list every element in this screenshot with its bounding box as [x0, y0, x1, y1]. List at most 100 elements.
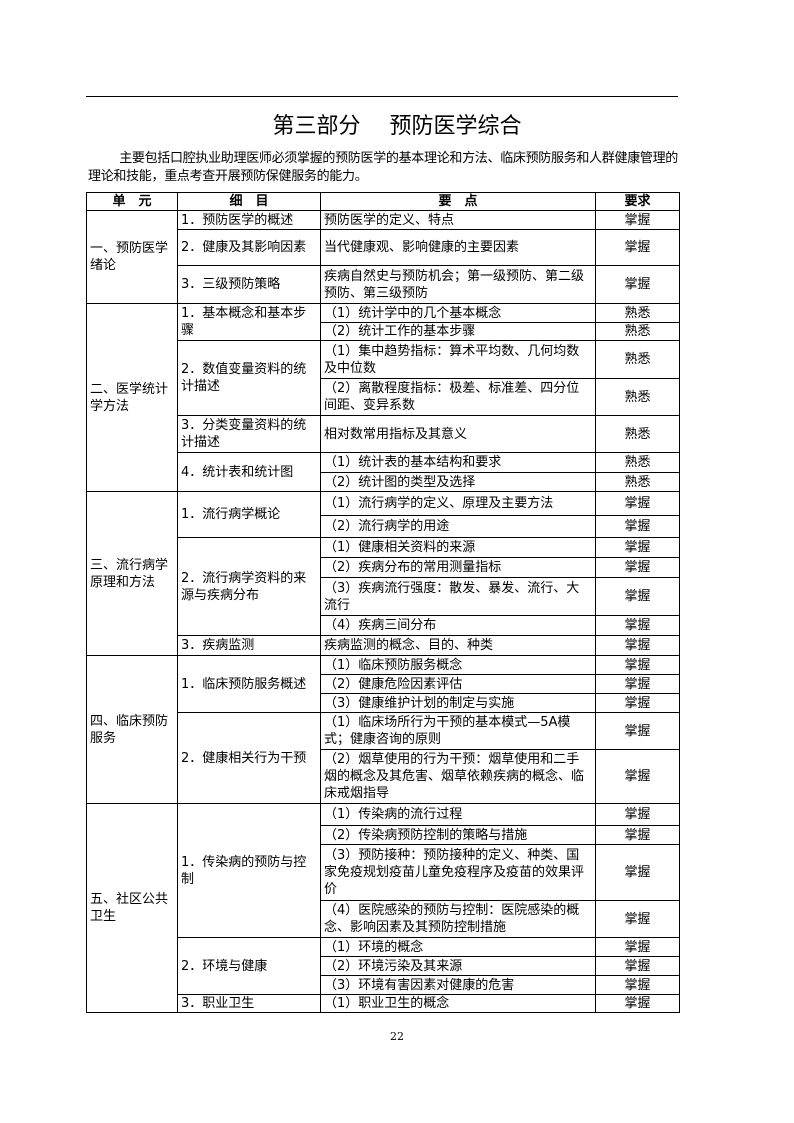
point-cell: （1）临床预防服务概念 — [320, 655, 596, 675]
point-cell: （2）流行病学的用途 — [320, 515, 596, 538]
unit-cell: 五、社区公共卫生 — [86, 803, 178, 1013]
point-cell: 预防医学的定义、特点 — [320, 210, 596, 230]
requirement-cell: 掌握 — [595, 749, 680, 804]
requirement-cell: 掌握 — [595, 844, 680, 901]
point-cell: （1）环境的概念 — [320, 937, 596, 957]
requirement-cell: 掌握 — [595, 825, 680, 845]
requirement-cell: 熟悉 — [595, 452, 680, 473]
table-row: （3）预防接种：预防接种的定义、种类、国家免疫规划疫苗儿童免疫程序及疫苗的效果评… — [87, 844, 680, 901]
table-row: 2．健康及其影响因素 当代健康观、影响健康的主要因素 掌握 — [87, 229, 680, 266]
header-rule — [86, 96, 678, 97]
header-points: 要 点 — [320, 192, 596, 211]
table-row: （2）流行病学的用途 掌握 — [87, 515, 680, 538]
table-row: 3．三级预防策略 疾病自然史与预防机会；第一级预防、第二级预防、第三级预防 掌握 — [87, 265, 680, 304]
point-cell: （1）统计表的基本结构和要求 — [320, 452, 596, 473]
table-header-row: 单 元 细 目 要 点 要求 — [86, 192, 680, 211]
point-cell: （2）健康危险因素评估 — [320, 674, 596, 694]
item-cell: 2．健康及其影响因素 — [177, 229, 321, 266]
table-row: 3．职业卫生 （1）职业卫生的概念 掌握 — [87, 994, 680, 1013]
item-cell: 1．基本概念和基本步骤 — [177, 303, 321, 341]
point-cell: （4）疾病三间分布 — [320, 615, 596, 636]
requirement-cell: 掌握 — [595, 210, 680, 230]
table-row: 一、预防医学绪论 1．预防医学的概述 预防医学的定义、特点 掌握 — [86, 210, 680, 304]
page-number: 22 — [390, 1030, 404, 1043]
point-cell: （1）传染病的流行过程 — [320, 803, 596, 826]
point-cell: （2）烟草使用的行为干预：烟草使用和二手烟的概念及其危害、烟草依赖疾病的概念、临… — [320, 749, 596, 804]
table-row: （2）烟草使用的行为干预：烟草使用和二手烟的概念及其危害、烟草依赖疾病的概念、临… — [87, 749, 680, 804]
table-row: （3）疾病流行强度：散发、暴发、流行、大流行 掌握 — [87, 577, 680, 616]
point-cell: （2）统计图的类型及选择 — [320, 472, 596, 492]
point-cell: （2）离散程度指标：极差、标准差、四分位间距、变异系数 — [320, 378, 596, 416]
point-cell: （1）职业卫生的概念 — [320, 994, 596, 1013]
point-cell: （2）传染病预防控制的策略与措施 — [320, 825, 596, 845]
table-row: 2．流行病学资料的来源与疾病分布 （1）健康相关资料的来源 掌握 — [87, 537, 680, 636]
table-row: 四、临床预防服务 1．临床预防服务概述 （1）临床预防服务概念 掌握 — [86, 655, 680, 804]
table-row: 3．分类变量资料的统计描述 相对数常用指标及其意义 熟悉 — [87, 415, 680, 453]
table-row: （2）离散程度指标：极差、标准差、四分位间距、变异系数 熟悉 — [87, 378, 680, 416]
table-row: （2）环境污染及其来源 掌握 — [87, 956, 680, 976]
requirement-cell: 掌握 — [595, 515, 680, 538]
requirement-cell: 掌握 — [595, 229, 680, 266]
requirement-cell: 熟悉 — [595, 415, 680, 453]
item-cell: 2．流行病学资料的来源与疾病分布 — [177, 537, 321, 636]
requirement-cell: 熟悉 — [595, 322, 680, 341]
requirement-cell: 熟悉 — [595, 340, 680, 379]
requirement-cell: 掌握 — [595, 900, 680, 938]
requirement-cell: 掌握 — [595, 615, 680, 636]
item-cell: 3．分类变量资料的统计描述 — [177, 415, 321, 453]
requirement-cell: 掌握 — [595, 803, 680, 826]
requirement-cell: 掌握 — [595, 674, 680, 694]
point-cell: （4）医院感染的预防与控制：医院感染的概念、影响因素及其预防控制措施 — [320, 900, 596, 938]
table-row: 3．疾病监测 疾病监测的概念、目的、种类 掌握 — [87, 635, 680, 656]
item-cell: 1．预防医学的概述 — [177, 210, 321, 230]
item-cell: 1．临床预防服务概述 — [177, 655, 321, 713]
item-cell: 1．传染病的预防与控制 — [177, 803, 321, 938]
requirement-cell: 掌握 — [595, 994, 680, 1013]
requirement-cell: 掌握 — [595, 635, 680, 656]
table-row: 二、医学统计学方法 1．基本概念和基本步骤 （1）统计学中的几个基本概念 熟悉 — [86, 303, 680, 492]
requirement-cell: 掌握 — [595, 693, 680, 713]
unit-cell: 二、医学统计学方法 — [86, 303, 178, 492]
requirement-cell: 掌握 — [595, 655, 680, 675]
requirement-cell: 掌握 — [595, 956, 680, 976]
unit-cell: 四、临床预防服务 — [86, 655, 178, 804]
point-cell: （1）统计学中的几个基本概念 — [320, 303, 596, 323]
table-row: 2．环境与健康 （1）环境的概念 掌握 — [87, 937, 680, 995]
point-cell: （3）健康维护计划的制定与实施 — [320, 693, 596, 713]
point-cell: 疾病监测的概念、目的、种类 — [320, 635, 596, 656]
item-cell: 3．职业卫生 — [177, 994, 321, 1013]
point-cell: 当代健康观、影响健康的主要因素 — [320, 229, 596, 266]
requirement-cell: 掌握 — [595, 557, 680, 578]
point-cell: （2）环境污染及其来源 — [320, 956, 596, 976]
table-row: （3）健康维护计划的制定与实施 掌握 — [87, 693, 680, 713]
item-cell: 2．环境与健康 — [177, 937, 321, 995]
item-cell: 2．健康相关行为干预 — [177, 712, 321, 804]
requirement-cell: 熟悉 — [595, 378, 680, 416]
header-unit: 单 元 — [86, 192, 178, 211]
header-requirement: 要求 — [595, 192, 680, 211]
requirement-cell: 掌握 — [595, 577, 680, 616]
unit-cell: 三、流行病学原理和方法 — [86, 491, 178, 656]
table-row: 三、流行病学原理和方法 1．流行病学概论 （1）流行病学的定义、原理及主要方法 掌握 — [86, 491, 680, 656]
point-cell: （1）流行病学的定义、原理及主要方法 — [320, 491, 596, 516]
table-row: 2．数值变量资料的统计描述 （1）集中趋势指标：算术平均数、几何均数及中位数 熟悉 — [87, 340, 680, 416]
point-cell: （1）集中趋势指标：算术平均数、几何均数及中位数 — [320, 340, 596, 379]
requirement-cell: 掌握 — [595, 491, 680, 516]
table-row: （4）医院感染的预防与控制：医院感染的概念、影响因素及其预防控制措施 掌握 — [87, 900, 680, 938]
requirement-cell: 熟悉 — [595, 472, 680, 492]
requirement-cell: 掌握 — [595, 937, 680, 957]
point-cell: 相对数常用指标及其意义 — [320, 415, 596, 453]
item-cell: 3．三级预防策略 — [177, 265, 321, 304]
point-cell: （2）疾病分布的常用测量指标 — [320, 557, 596, 578]
table-row: （2）统计工作的基本步骤 熟悉 — [87, 322, 680, 341]
point-cell: （1）健康相关资料的来源 — [320, 537, 596, 558]
item-cell: 4．统计表和统计图 — [177, 452, 321, 492]
point-cell: （3）疾病流行强度：散发、暴发、流行、大流行 — [320, 577, 596, 616]
table-row: （2）传染病预防控制的策略与措施 掌握 — [87, 825, 680, 845]
item-cell: 1．流行病学概论 — [177, 491, 321, 538]
table-row: （3）环境有害因素对健康的危害 掌握 — [87, 975, 680, 995]
point-cell: （1）临床场所行为干预的基本模式—5A模式；健康咨询的原则 — [320, 712, 596, 750]
intro-paragraph: 主要包括口腔执业助理医师必须掌握的预防医学的基本理论和方法、临床预防服务和人群健… — [88, 151, 678, 184]
table-row: （2）健康危险因素评估 掌握 — [87, 674, 680, 694]
requirement-cell: 熟悉 — [595, 303, 680, 323]
